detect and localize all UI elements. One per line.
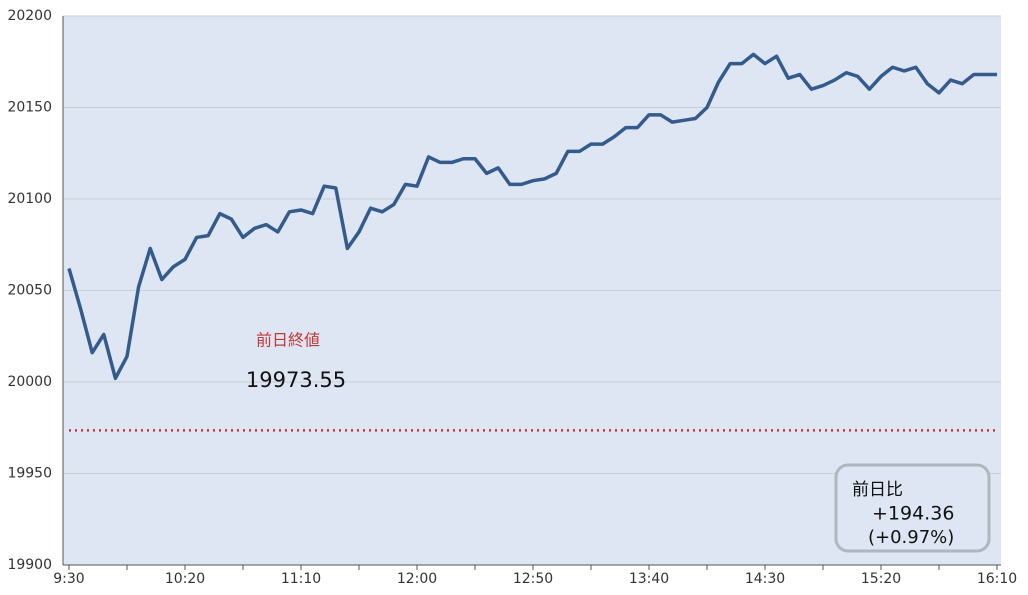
y-tick-label: 20050 [7, 283, 52, 299]
change-percent: (+0.97%) [868, 527, 954, 548]
x-tick-label: 11:10 [281, 571, 321, 587]
x-tick-label: 12:00 [397, 571, 437, 587]
y-tick-label: 20150 [7, 100, 52, 116]
y-tick-label: 20100 [7, 191, 52, 207]
reference-label: 前日終値 [256, 331, 320, 350]
x-tick-label: 15:20 [861, 571, 901, 587]
change-value: +194.36 [872, 503, 954, 525]
x-tick-label: 14:30 [745, 571, 785, 587]
reference-value: 19973.55 [246, 368, 346, 392]
y-tick-label: 20000 [7, 374, 52, 390]
y-tick-label: 19950 [7, 466, 52, 482]
x-tick-label: 9:30 [53, 571, 84, 587]
y-tick-label: 20200 [7, 8, 52, 24]
x-tick-label: 12:50 [513, 571, 553, 587]
change-label: 前日比 [852, 480, 903, 500]
x-tick-label: 16:10 [977, 571, 1017, 587]
x-tick-label: 10:20 [165, 571, 205, 587]
change-box [834, 463, 991, 553]
y-tick-label: 19900 [7, 557, 52, 573]
x-tick-label: 13:40 [629, 571, 669, 587]
price-line [67, 52, 997, 381]
